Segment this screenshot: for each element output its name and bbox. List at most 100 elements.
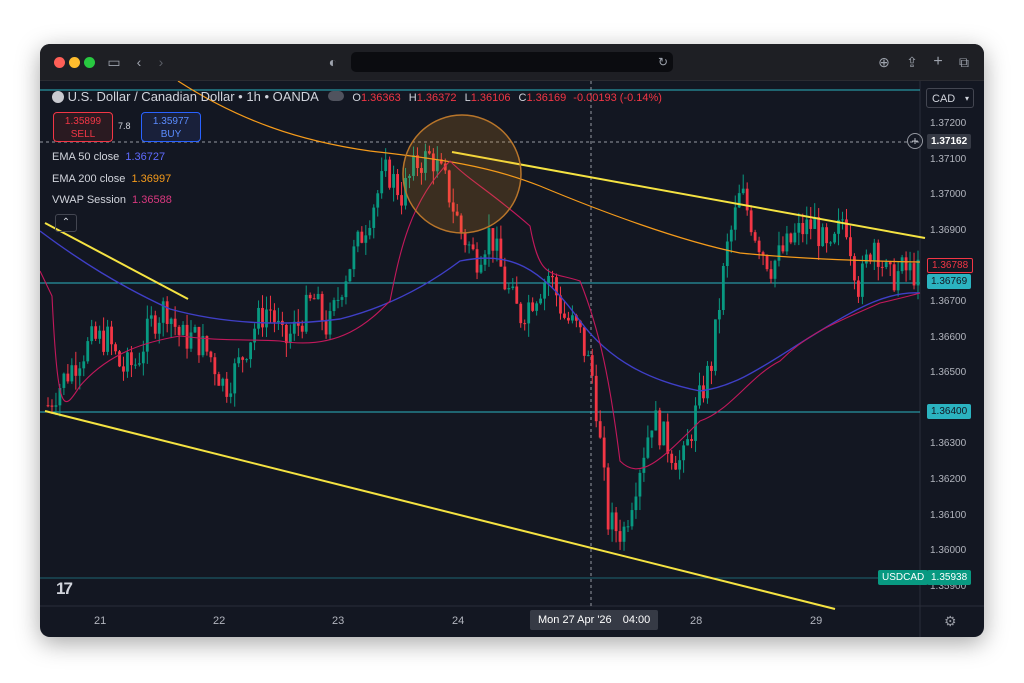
candle-body <box>507 288 511 290</box>
candle-body <box>451 202 455 212</box>
price-tick-label: 1.36500 <box>930 367 967 379</box>
candle-body <box>864 254 868 264</box>
candle-body <box>181 324 185 336</box>
back-arrow-icon[interactable]: ‹ <box>136 54 142 70</box>
candle-body <box>606 467 610 530</box>
candle-body <box>535 303 539 311</box>
candle-body <box>789 233 793 243</box>
candle-body <box>384 159 388 172</box>
candle-body <box>737 193 741 208</box>
price-axis[interactable]: 1.372001.371001.370001.369001.368001.367… <box>920 81 984 606</box>
crosshair-add-button[interactable]: + <box>907 133 923 149</box>
tab-overview-icon[interactable]: ⧉ <box>959 54 969 70</box>
candle-body <box>173 318 177 327</box>
candle-body <box>213 357 217 375</box>
browser-window: ▭ ‹ › ◐ ↻ ⊕ ⇪ + ⧉ <box>40 44 984 637</box>
address-text <box>351 56 359 68</box>
maximize-window-button[interactable] <box>84 57 95 68</box>
close-label: C <box>518 92 527 104</box>
candle-body <box>332 300 336 312</box>
reload-icon[interactable]: ↻ <box>657 55 669 69</box>
candle-body <box>821 227 825 247</box>
price-tick-label: 1.36000 <box>930 545 967 557</box>
high-label: H <box>408 92 417 104</box>
candle-body <box>523 323 527 325</box>
candle-body <box>483 254 487 265</box>
candle-body <box>388 159 392 188</box>
candle-body <box>221 378 225 386</box>
candle-body <box>54 405 58 407</box>
forward-arrow-icon[interactable]: › <box>158 54 164 70</box>
candle-body <box>888 262 892 265</box>
market-status-icon[interactable] <box>327 91 344 101</box>
candle-body <box>817 217 821 247</box>
symbol-legend[interactable]: U.S. Dollar / Canadian Dollar • 1h • OAN… <box>52 89 662 107</box>
hline-price-label: 1.36400 <box>927 404 972 419</box>
candle-body <box>205 336 209 352</box>
candle-body <box>245 359 249 361</box>
candle-body <box>785 233 789 252</box>
candle-body <box>670 453 674 463</box>
candle-body <box>880 266 884 268</box>
candle-body <box>610 512 614 530</box>
candle-body <box>781 245 785 252</box>
candle-body <box>336 299 340 301</box>
candle-body <box>682 445 686 461</box>
candle-body <box>578 320 582 328</box>
time-axis[interactable]: 21 22 23 24 28 29 <box>40 606 920 637</box>
minimize-window-button[interactable] <box>69 57 80 68</box>
candle-body <box>491 228 495 251</box>
candle-body <box>400 195 403 206</box>
candle-body <box>126 352 129 372</box>
price-tick-label: 1.36200 <box>930 474 967 485</box>
candle-body <box>209 351 213 358</box>
candle-body <box>463 232 467 246</box>
candle-body <box>741 188 745 194</box>
candlestick-chart[interactable] <box>40 81 984 637</box>
candle-body <box>189 332 193 349</box>
candle-body <box>372 207 376 228</box>
collapse-legend-button[interactable]: ⌃ <box>55 214 77 232</box>
candle-body <box>459 215 463 233</box>
candle-body <box>642 457 646 473</box>
indicator-vwap[interactable]: VWAP Session 1.36588 <box>52 194 172 206</box>
tradingview-logo[interactable]: 17 <box>56 579 73 598</box>
new-tab-icon[interactable]: + <box>933 53 943 70</box>
candle-body <box>340 297 344 300</box>
candle-body <box>686 439 689 446</box>
settings-gear-icon[interactable]: ⚙ <box>944 613 957 629</box>
candle-body <box>547 275 550 284</box>
symbol-flag-icon <box>52 91 64 103</box>
candle-body <box>368 227 372 236</box>
share-icon[interactable]: ⇪ <box>906 54 918 70</box>
candle-body <box>165 301 169 324</box>
candle-body <box>849 237 852 257</box>
sell-button[interactable]: 1.35899 SELL <box>53 112 113 142</box>
chart-area[interactable]: U.S. Dollar / Canadian Dollar • 1h • OAN… <box>40 81 984 637</box>
indicator-ema200[interactable]: EMA 200 close 1.36997 <box>52 173 171 185</box>
privacy-shield-icon[interactable]: ◐ <box>328 54 338 70</box>
candle-body <box>626 526 630 528</box>
candle-body <box>574 315 578 321</box>
candle-body <box>193 327 197 333</box>
candle-body <box>876 242 880 267</box>
time-tick-label: 24 <box>452 615 465 627</box>
candle-body <box>237 357 241 364</box>
currency-select[interactable]: CAD ▾ <box>926 88 974 108</box>
candle-body <box>312 298 316 300</box>
candle-body <box>233 363 237 394</box>
candle-body <box>769 269 773 279</box>
address-bar[interactable]: ↻ <box>351 52 673 72</box>
symbol-interval: 1h <box>246 89 261 104</box>
sidebar-toggle-icon[interactable]: ▭ <box>107 54 121 70</box>
download-icon[interactable]: ⊕ <box>878 54 890 70</box>
candle-body <box>630 510 634 527</box>
candle-body <box>582 327 586 356</box>
buy-button[interactable]: 1.35977 BUY <box>141 112 201 142</box>
candle-body <box>455 211 459 216</box>
close-window-button[interactable] <box>54 57 65 68</box>
candle-body <box>638 472 642 497</box>
candle-body <box>713 319 717 371</box>
candle-body <box>559 295 562 314</box>
indicator-ema50[interactable]: EMA 50 close 1.36727 <box>52 151 165 163</box>
